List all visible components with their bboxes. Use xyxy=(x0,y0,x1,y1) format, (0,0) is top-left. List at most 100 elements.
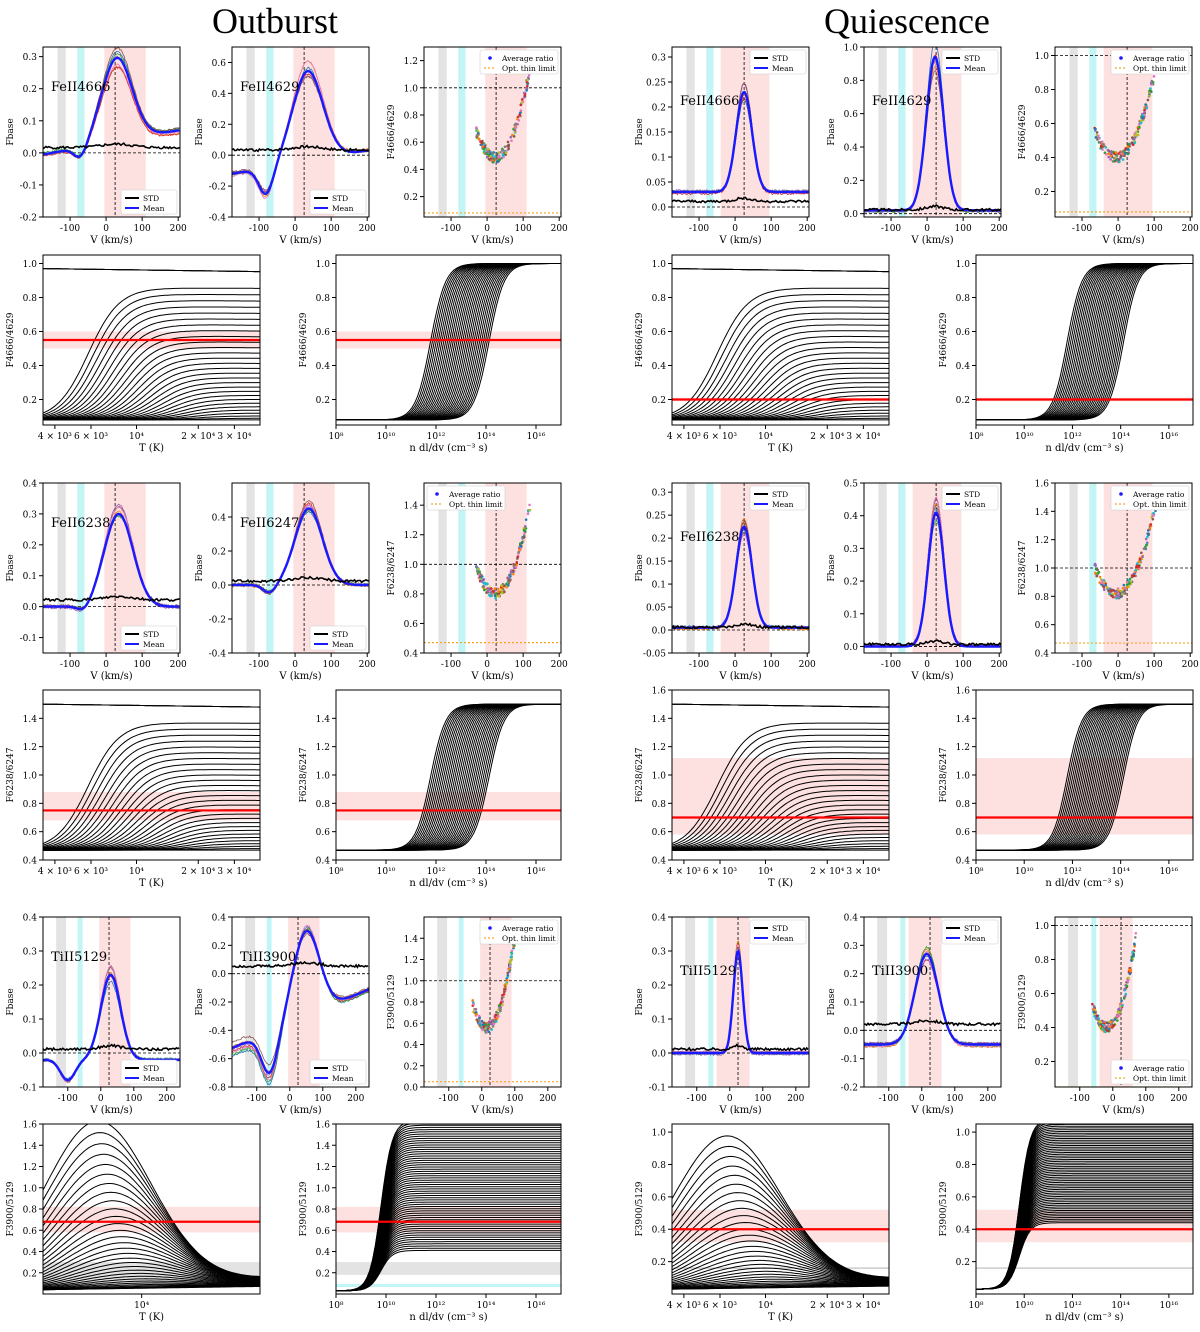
std-spectrum-line xyxy=(232,144,369,153)
ratio-point xyxy=(1121,158,1125,161)
y-tick-label: 1.6 xyxy=(316,1121,331,1131)
y-axis-label: F3900/5129 xyxy=(387,974,397,1029)
ratio-point xyxy=(483,143,486,146)
grey-band xyxy=(438,483,447,653)
ratio-point xyxy=(508,967,511,971)
x-tick-label: 200 xyxy=(799,224,816,234)
ratio-point xyxy=(1096,1018,1099,1021)
x-tick-label: 10¹² xyxy=(427,1301,446,1311)
model-curve xyxy=(43,1278,260,1289)
x-tick-label: 0 xyxy=(732,224,738,234)
panel-ti-T-q: 0.2 0.4 0.6 0.8 1.0 4 × 10³ 6 × 10³ 10⁴ 2 × 10⁴ 3… xyxy=(635,1123,890,1323)
ratio-point xyxy=(1121,150,1125,153)
legend-marker xyxy=(435,492,439,496)
cyan-band xyxy=(898,483,906,653)
y-axis-label: Fbase xyxy=(6,988,16,1015)
model-curve xyxy=(336,703,561,851)
model-curve xyxy=(672,1285,889,1290)
mean-spectrum-line xyxy=(672,90,809,194)
ratio-point xyxy=(1148,527,1151,530)
ratio-point xyxy=(1126,147,1130,151)
axes-frame xyxy=(42,916,181,1088)
y-tick-label: 0.6 xyxy=(404,620,419,630)
plot-area xyxy=(232,917,369,1087)
x-axis-label: V (km/s) xyxy=(718,1105,761,1116)
y-tick-label: 0.15 xyxy=(646,558,666,568)
y-tick-label: 0.4 xyxy=(1035,1024,1050,1034)
model-curve xyxy=(672,324,889,420)
ratio-point xyxy=(1109,1020,1113,1024)
model-curve xyxy=(976,263,1193,421)
x-tick-label: 100 xyxy=(506,1094,523,1104)
legend-label: STD xyxy=(143,194,159,203)
ratio-point xyxy=(492,1022,496,1026)
ratio-point xyxy=(506,973,510,977)
ratio-point xyxy=(1107,152,1111,156)
x-tick-label: 10¹⁴ xyxy=(477,432,496,442)
ratio-point xyxy=(1100,581,1104,585)
ratio-point xyxy=(1113,159,1116,163)
y-tick-label: 0.0 xyxy=(23,1050,38,1060)
x-tick-label: 200 xyxy=(170,224,187,234)
y-axis-label: F6238/6247 xyxy=(6,747,16,802)
model-curve xyxy=(336,703,561,851)
ratio-point xyxy=(497,156,501,159)
ratio-point xyxy=(510,133,514,137)
y-tick-label: -0.2 xyxy=(209,616,226,626)
line-label: TiII5129 xyxy=(51,950,107,965)
axes-frame xyxy=(863,46,1002,218)
ratio-point xyxy=(491,160,495,164)
legend-label: Mean xyxy=(772,64,794,73)
x-axis-label: V (km/s) xyxy=(1101,671,1144,682)
y-tick-label: 0.6 xyxy=(404,139,419,149)
ratio-point xyxy=(1149,87,1152,90)
ratio-point xyxy=(510,949,514,953)
y-tick-label: 0.8 xyxy=(1035,956,1050,966)
y-tick-label: 0.8 xyxy=(316,800,331,810)
ratio-point xyxy=(1127,578,1131,582)
y-tick-label: 0.1 xyxy=(23,572,37,582)
ratio-point xyxy=(495,1017,499,1020)
ratio-point xyxy=(1106,1029,1109,1033)
legend-label: Average ratio xyxy=(1132,1064,1185,1073)
y-tick-label: 1.0 xyxy=(404,84,419,94)
x-tick-label: 10¹⁴ xyxy=(1111,432,1130,442)
x-tick-label: 200 xyxy=(799,660,816,670)
grey-band xyxy=(686,483,695,653)
ratio-point xyxy=(1125,580,1129,584)
pink-band xyxy=(720,47,770,217)
x-tick-label: 6 × 10³ xyxy=(703,432,737,442)
ratio-point xyxy=(475,126,478,129)
grey-band xyxy=(246,47,255,217)
ratio-point xyxy=(516,115,520,119)
x-tick-label: 2 × 10⁴ xyxy=(181,432,215,442)
ratio-point xyxy=(1131,143,1135,147)
ratio-point xyxy=(475,569,479,573)
ratio-point xyxy=(1102,584,1105,588)
x-tick-label: 10¹² xyxy=(1063,867,1082,877)
plot-area xyxy=(232,47,369,217)
model-curve xyxy=(672,1276,889,1288)
x-tick-label: 10¹² xyxy=(1063,432,1082,442)
model-curve xyxy=(976,263,1193,421)
ratio-point xyxy=(507,147,511,151)
x-tick-label: -100 xyxy=(1072,660,1092,670)
x-tick-label: 200 xyxy=(347,1094,364,1104)
x-axis-label: V (km/s) xyxy=(89,1105,132,1116)
ratio-point xyxy=(528,508,532,512)
model-curve xyxy=(336,703,561,851)
model-curve xyxy=(976,263,1193,421)
pink-band xyxy=(908,917,942,1087)
grey-band xyxy=(57,483,66,653)
x-tick-label: -100 xyxy=(879,1094,899,1104)
y-axis-label: Fbase xyxy=(827,988,837,1015)
y-axis-label: F6238/6247 xyxy=(939,747,949,802)
y-axis-label: F3900/5129 xyxy=(1018,974,1028,1029)
model-curve xyxy=(976,263,1193,421)
ratio-point xyxy=(1144,103,1147,106)
ratio-point xyxy=(1135,133,1138,137)
ratio-point xyxy=(486,149,490,153)
y-tick-label: 0.2 xyxy=(23,982,37,992)
ratio-point xyxy=(1121,586,1125,590)
ratio-point xyxy=(509,955,513,959)
